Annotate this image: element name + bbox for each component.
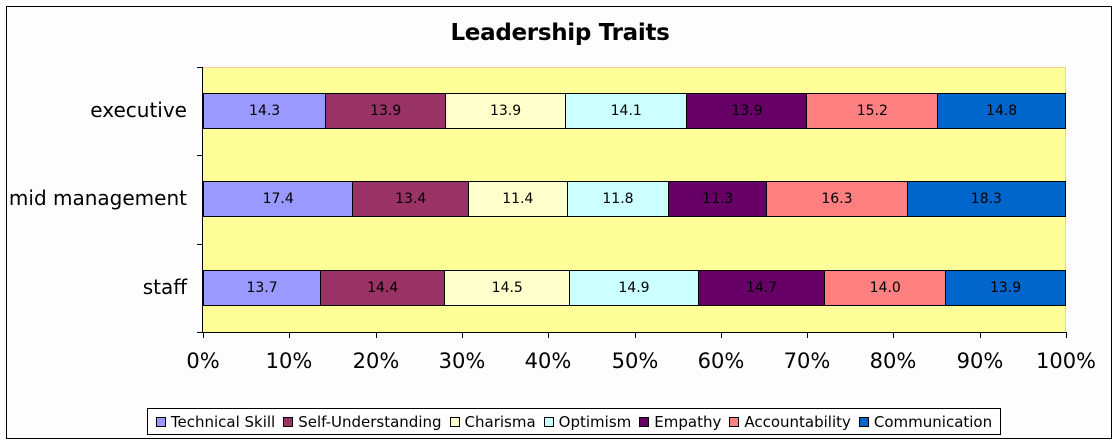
legend-swatch-icon [729,416,740,427]
x-tick [1066,332,1067,338]
category-label: executive [90,98,187,122]
y-tick [197,244,203,245]
x-tick-label: 100% [1035,349,1097,373]
legend-label: Self-Understanding [298,412,442,431]
legend: Technical Skill Self-Understanding Charism… [147,408,1001,435]
bar-segment-accountability[interactable]: 14.0 [825,270,947,306]
x-tick [807,332,808,338]
x-tick-label: 40% [524,349,572,373]
x-tick-label: 70% [783,349,831,373]
x-tick [203,332,204,338]
bar-row-staff: 13.7 14.4 14.5 14.9 14.7 14.0 13.9 [203,270,1066,306]
bar-segment-accountability[interactable]: 16.3 [767,181,908,217]
category-label: mid management [8,186,187,210]
bar-segment-self-understanding[interactable]: 13.4 [353,181,470,217]
bar-row-executive: 14.3 13.9 13.9 14.1 13.9 15.2 14.8 [203,93,1066,129]
x-tick [548,332,549,338]
bar-segment-empathy[interactable]: 14.7 [698,270,826,306]
legend-swatch-icon [639,416,650,427]
x-axis [202,332,1067,333]
bar-segment-charisma[interactable]: 14.5 [445,270,571,306]
legend-item: Communication [858,412,993,431]
legend-label: Optimism [558,412,632,431]
x-tick-label: 90% [956,349,1004,373]
x-tick-label: 50% [611,349,659,373]
bar-segment-communication[interactable]: 13.9 [946,270,1066,306]
category-label: staff [142,275,187,299]
legend-label: Accountability [744,412,851,431]
legend-swatch-icon [858,416,869,427]
x-tick-label: 20% [352,349,400,373]
bar-segment-communication[interactable]: 14.8 [938,93,1066,129]
x-tick-label: 10% [265,349,313,373]
bar-row-mid-management: 17.4 13.4 11.4 11.8 11.3 16.3 18.3 [203,181,1066,217]
legend-item: Accountability [729,413,851,431]
legend-item: Self-Understanding [283,412,442,431]
x-tick-label: 30% [438,349,486,373]
bar-segment-optimism[interactable]: 14.9 [570,270,699,306]
bar-segment-optimism[interactable]: 14.1 [565,93,688,129]
legend-item: Charisma [449,412,536,431]
y-tick [197,155,203,156]
x-tick-label: 80% [869,349,917,373]
x-tick-label: 60% [697,349,745,373]
bar-segment-empathy[interactable]: 11.3 [669,181,768,217]
bar-segment-technical-skill[interactable]: 13.7 [203,270,322,306]
legend-swatch-icon [283,416,294,427]
legend-label: Empathy [654,412,722,431]
legend-swatch-icon [543,416,554,427]
x-tick [635,332,636,338]
bar-segment-communication[interactable]: 18.3 [907,181,1066,217]
chart-title: Leadership Traits [450,20,670,46]
bar-segment-self-understanding[interactable]: 14.4 [321,270,446,306]
x-tick [893,332,894,338]
bar-segment-self-understanding[interactable]: 13.9 [326,93,447,129]
x-tick [980,332,981,338]
legend-item: Empathy [639,413,721,431]
x-tick [289,332,290,338]
legend-label: Charisma [464,412,536,431]
bar-segment-accountability[interactable]: 15.2 [807,93,939,129]
legend-swatch-icon [155,416,166,427]
bar-segment-technical-skill[interactable]: 17.4 [203,181,354,217]
y-tick [197,67,203,68]
bar-segment-optimism[interactable]: 11.8 [567,181,670,217]
legend-label: Communication [873,412,993,431]
x-tick-label: 0% [186,349,220,373]
y-tick [197,332,203,333]
bar-segment-empathy[interactable]: 13.9 [687,93,808,129]
bar-segment-technical-skill[interactable]: 14.3 [203,93,327,129]
bar-segment-charisma[interactable]: 13.9 [446,93,566,129]
x-tick [462,332,463,338]
legend-item: Technical Skill [155,412,276,431]
legend-item: Optimism [543,412,632,431]
bar-segment-charisma[interactable]: 11.4 [469,181,568,217]
legend-swatch-icon [449,416,460,427]
x-tick [376,332,377,338]
legend-label: Technical Skill [170,412,276,431]
x-tick [721,332,722,338]
y-axis [202,67,203,333]
